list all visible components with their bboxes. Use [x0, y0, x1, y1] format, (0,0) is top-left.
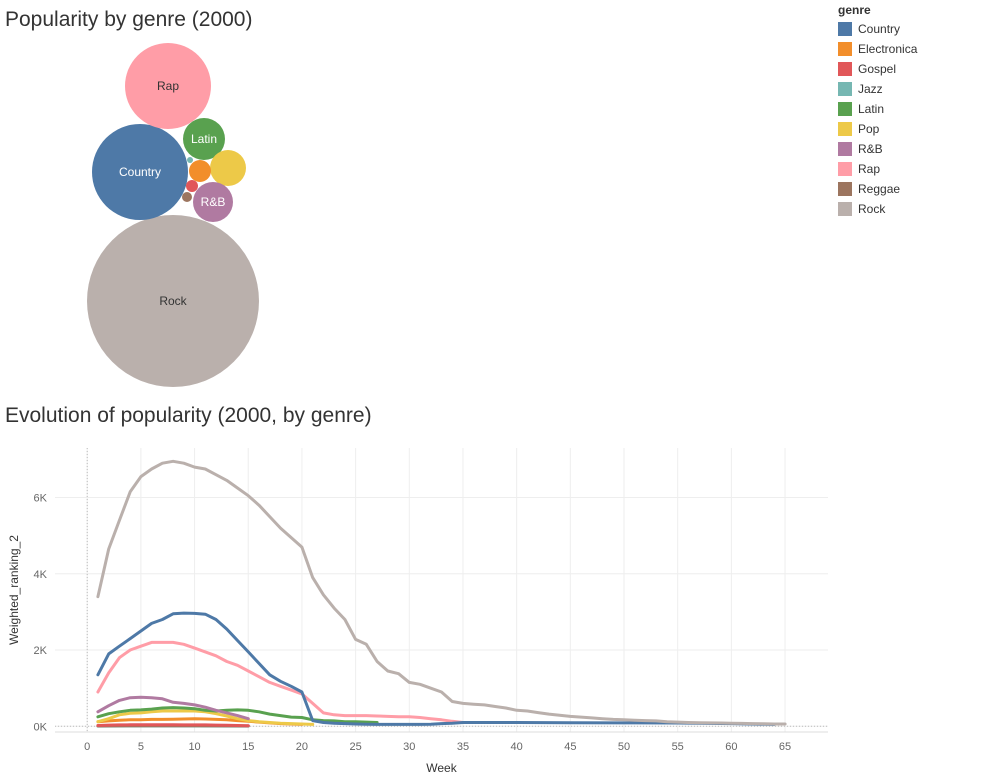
legend-swatch	[838, 202, 852, 216]
series-line-randb[interactable]	[96, 695, 250, 721]
legend-label: Rap	[858, 162, 881, 176]
bubble-reggae[interactable]	[182, 192, 192, 202]
legend-label: Latin	[858, 102, 885, 116]
legend-swatch	[838, 142, 852, 156]
y-axis-title: Weighted_ranking_2	[7, 535, 21, 645]
legend-swatch	[838, 42, 852, 56]
x-tick-label: 20	[296, 741, 308, 753]
legend-label: Reggae	[858, 182, 901, 196]
legend-item-randb[interactable]: R&B	[838, 139, 917, 159]
legend-label: Country	[858, 22, 901, 36]
bubble-pop[interactable]	[210, 150, 246, 186]
bubble-label: Rap	[157, 79, 179, 93]
bubble-rock[interactable]: Rock	[87, 215, 259, 387]
legend-label: Electronica	[858, 42, 918, 56]
bubble-circle	[183, 118, 225, 160]
bubble-country[interactable]: Country	[92, 124, 188, 220]
legend-item-latin[interactable]: Latin	[838, 99, 917, 119]
legend-item-reggae[interactable]: Reggae	[838, 179, 917, 199]
x-axis-title: Week	[426, 761, 457, 775]
x-tick-label: 0	[84, 741, 90, 753]
y-tick-label: 4K	[34, 569, 48, 581]
legend-item-country[interactable]: Country	[838, 19, 917, 39]
bubble-circle	[87, 215, 259, 387]
bubble-circle	[189, 160, 211, 182]
series-line-rock[interactable]	[96, 459, 787, 726]
bubble-label: R&B	[201, 195, 226, 209]
legend-label: Gospel	[858, 62, 897, 76]
y-tick-label: 6K	[34, 493, 48, 505]
legend-item-electronica[interactable]: Electronica	[838, 39, 917, 59]
bubble-circle	[125, 43, 211, 129]
x-tick-label: 60	[725, 741, 737, 753]
x-tick-label: 55	[672, 741, 684, 753]
x-tick-label: 10	[188, 741, 200, 753]
legend-swatch	[838, 162, 852, 176]
x-tick-label: 50	[618, 741, 630, 753]
legend-label: R&B	[858, 142, 883, 156]
x-tick-label: 65	[779, 741, 791, 753]
y-axis: 0K 2K 4K 6K	[34, 493, 48, 734]
legend-label: Jazz	[858, 82, 883, 96]
y-tick-label: 0K	[34, 721, 48, 733]
bubble-randb[interactable]: R&B	[193, 182, 233, 222]
y-tick-label: 2K	[34, 645, 48, 657]
bubble-jazz[interactable]	[187, 157, 193, 163]
bubble-chart: Rock Country Rap Latin R&B	[87, 43, 259, 387]
x-tick-label: 25	[349, 741, 361, 753]
x-tick-label: 45	[564, 741, 576, 753]
bubble-circle	[193, 182, 233, 222]
legend-item-rock[interactable]: Rock	[838, 199, 917, 219]
legend-swatch	[838, 62, 852, 76]
legend-item-rap[interactable]: Rap	[838, 159, 917, 179]
x-tick-label: 35	[457, 741, 469, 753]
legend-label: Pop	[858, 122, 880, 136]
bubble-circle	[92, 124, 188, 220]
legend-swatch	[838, 102, 852, 116]
series-line-rap[interactable]	[96, 640, 465, 724]
bubble-latin[interactable]: Latin	[183, 118, 225, 160]
bubble-chart-title: Popularity by genre (2000)	[5, 8, 253, 31]
legend-swatch	[838, 22, 852, 36]
genre-legend: genre Country Electronica Gospel Jazz Latin P…	[838, 3, 917, 219]
bubble-circle	[186, 180, 198, 192]
legend-item-gospel[interactable]: Gospel	[838, 59, 917, 79]
x-tick-label: 5	[138, 741, 144, 753]
bubble-circle	[187, 157, 193, 163]
line-chart-title: Evolution of popularity (2000, by genre)	[5, 404, 372, 427]
x-tick-label: 15	[242, 741, 254, 753]
series-line-latin[interactable]	[96, 706, 379, 724]
legend-swatch	[838, 122, 852, 136]
bubble-rap[interactable]: Rap	[125, 43, 211, 129]
x-tick-label: 30	[403, 741, 415, 753]
bubble-label: Latin	[191, 132, 217, 146]
bubble-circle	[182, 192, 192, 202]
series-line-gospel[interactable]	[96, 723, 250, 728]
series-lines	[96, 459, 787, 728]
legend-item-pop[interactable]: Pop	[838, 119, 917, 139]
x-tick-label: 40	[511, 741, 523, 753]
bubble-electronica[interactable]	[189, 160, 211, 182]
legend-swatch	[838, 182, 852, 196]
bubble-label: Rock	[159, 294, 187, 308]
bubble-circle	[210, 150, 246, 186]
legend-label: Rock	[858, 202, 886, 216]
bubble-label: Country	[119, 165, 161, 179]
bubble-gospel[interactable]	[186, 180, 198, 192]
line-chart: 0 5 10 15 20 25 30 35 40 45 50 55 60 65 0K 2K 4K 6K Week We…	[7, 448, 828, 775]
series-line-country[interactable]	[96, 611, 776, 726]
legend-swatch	[838, 82, 852, 96]
grid	[55, 448, 828, 733]
legend-item-jazz[interactable]: Jazz	[838, 79, 917, 99]
x-axis: 0 5 10 15 20 25 30 35 40 45 50 55 60 65	[84, 741, 791, 753]
legend-title: genre	[838, 3, 871, 17]
